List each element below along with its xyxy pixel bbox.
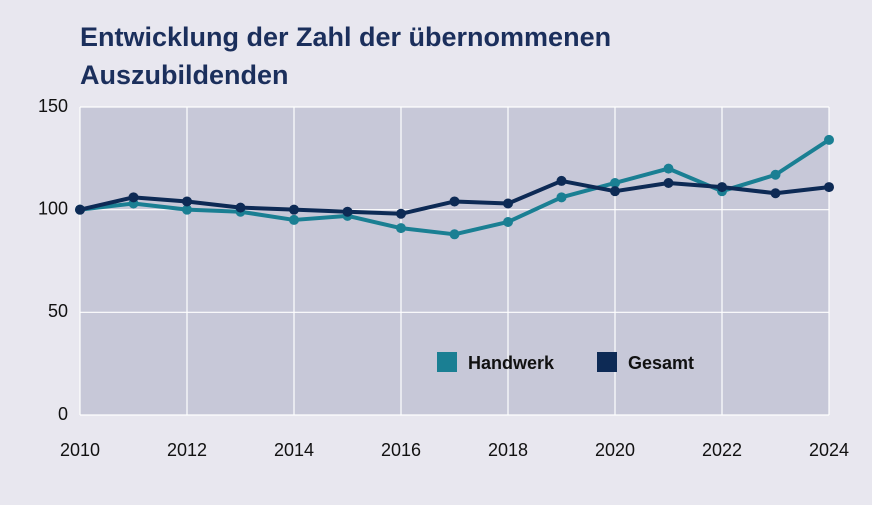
data-point — [235, 202, 246, 213]
data-point — [770, 188, 781, 199]
data-point — [289, 214, 299, 225]
data-point — [663, 177, 674, 188]
x-tick-label: 2020 — [595, 440, 635, 460]
data-point — [449, 196, 460, 207]
x-tick-label: 2014 — [274, 440, 314, 460]
x-tick-label: 2010 — [60, 440, 100, 460]
legend-swatch — [437, 352, 457, 372]
y-tick-label: 50 — [48, 301, 68, 321]
data-point — [663, 163, 674, 174]
data-point — [610, 186, 620, 197]
y-tick-label: 0 — [58, 404, 68, 424]
data-point — [824, 182, 834, 193]
data-point — [610, 177, 620, 188]
data-point — [770, 169, 781, 180]
data-point — [503, 216, 513, 227]
x-tick-label: 2024 — [809, 440, 849, 460]
y-tick-label: 150 — [38, 96, 68, 116]
legend-swatch — [597, 352, 617, 372]
legend-label: Gesamt — [628, 353, 694, 373]
data-point — [556, 175, 567, 186]
x-tick-label: 2018 — [488, 440, 528, 460]
data-point — [824, 134, 834, 145]
data-point — [396, 223, 406, 234]
x-tick-label: 2022 — [702, 440, 742, 460]
y-tick-label: 100 — [38, 198, 68, 218]
data-point — [75, 204, 85, 215]
legend-label: Handwerk — [468, 353, 555, 373]
data-point — [449, 229, 460, 240]
data-point — [556, 192, 567, 203]
x-tick-label: 2012 — [167, 440, 207, 460]
data-point — [289, 204, 299, 215]
data-point — [128, 192, 139, 203]
data-point — [717, 182, 727, 193]
data-point — [342, 206, 353, 217]
data-point — [182, 196, 192, 207]
data-point — [503, 198, 513, 209]
chart-title: Entwicklung der Zahl der übernommenen Au… — [80, 22, 612, 90]
data-point — [182, 204, 192, 215]
x-tick-label: 2016 — [381, 440, 421, 460]
data-point — [396, 208, 406, 219]
